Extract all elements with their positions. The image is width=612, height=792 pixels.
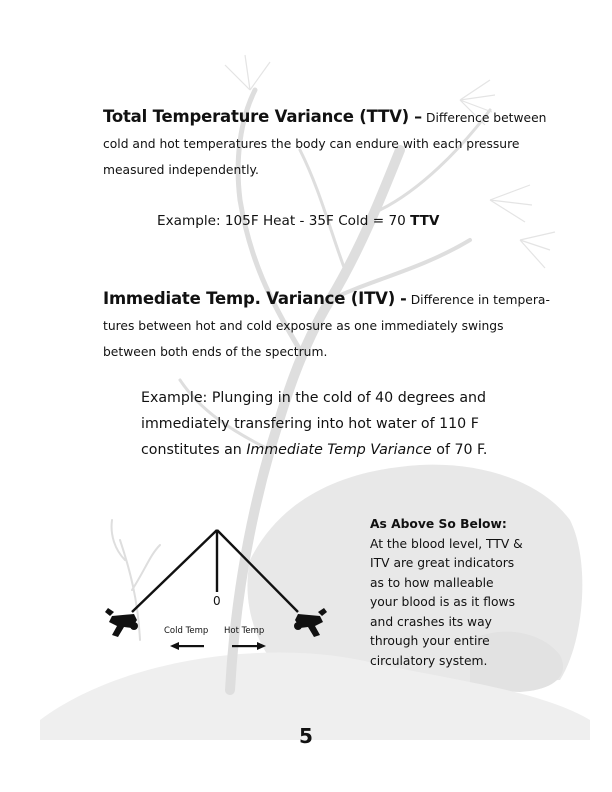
tree-trunk <box>225 145 405 695</box>
note-line: At the blood level, TTV & <box>370 536 523 551</box>
itv-line-3: between both ends of the spectrum. <box>103 345 328 359</box>
note-line: circulatory system. <box>370 653 488 668</box>
itv-dash: - <box>400 289 407 308</box>
ttv-example: Example: 105F Heat - 35F Cold = 70 TTV <box>157 213 439 229</box>
ttv-heading: Total Temperature Variance (TTV) <box>103 107 409 126</box>
note-line: and crashes its way <box>370 614 492 629</box>
ttv-dash: – <box>414 107 423 126</box>
itv-example: Example: Plunging in the cold of 40 degr… <box>141 385 487 463</box>
itv-example-line-3: constitutes an Immediate Temp Variance o… <box>141 437 487 463</box>
itv-lead-text: Difference in tempera- <box>406 293 550 307</box>
tree-branch <box>328 238 472 302</box>
small-rock <box>470 631 564 692</box>
hot-temp-label: Hot Temp <box>224 626 265 636</box>
ttv-line-2: cold and hot temperatures the body can e… <box>103 137 520 151</box>
itv-example-line-2: immediately transfering into hot water o… <box>141 416 479 432</box>
swing-diagram: 0 Cold Temp Hot Temp <box>90 520 350 660</box>
itv-example-line-1: Example: Plunging in the cold of 40 degr… <box>141 390 487 406</box>
note-line: as to how malleable <box>370 575 494 590</box>
ground-mound <box>40 652 590 740</box>
page-number: 5 <box>299 724 313 748</box>
note-line: your blood is as it flows <box>370 595 516 609</box>
itv-line-2: tures between hot and cold exposure as o… <box>103 319 504 333</box>
tree-branch <box>298 148 347 272</box>
zero-label: 0 <box>213 594 221 608</box>
tree-branch <box>235 87 303 353</box>
note-title: As Above So Below: <box>370 517 507 531</box>
cold-arrow <box>170 642 204 650</box>
itv-example-pre: constitutes an <box>141 442 247 458</box>
itv-heading: Immediate Temp. Variance (ITV) <box>103 289 396 308</box>
right-swinging-figure <box>294 608 327 637</box>
ttv-section: Total Temperature Variance (TTV) – Diffe… <box>103 104 546 183</box>
tree-branch <box>378 108 492 212</box>
pendulum-left-rope <box>131 529 218 613</box>
itv-example-post: of 70 F. <box>431 442 488 458</box>
swing-diagram-svg <box>105 529 327 650</box>
as-above-so-below-note: As Above So Below: At the blood level, T… <box>370 515 523 671</box>
note-line: ITV are great indicators <box>370 556 515 570</box>
dead-shrub <box>110 519 161 641</box>
tree-branch <box>178 378 272 452</box>
ttv-example-text: Example: 105F Heat - 35F Cold = 70 <box>157 213 411 229</box>
left-swinging-figure <box>105 608 138 637</box>
pine-needles <box>224 54 556 269</box>
itv-section: Immediate Temp. Variance (ITV) - Differe… <box>103 286 550 365</box>
pendulum-right-rope <box>216 529 299 613</box>
ttv-line-3: measured independently. <box>103 163 259 177</box>
note-line: through your entire <box>370 634 490 648</box>
hot-arrow <box>232 642 266 650</box>
cold-temp-label: Cold Temp <box>164 626 209 636</box>
ttv-lead-text: Difference between <box>422 111 547 125</box>
itv-example-italic: Immediate Temp Variance <box>246 442 432 458</box>
ttv-example-bold: TTV <box>410 213 440 229</box>
